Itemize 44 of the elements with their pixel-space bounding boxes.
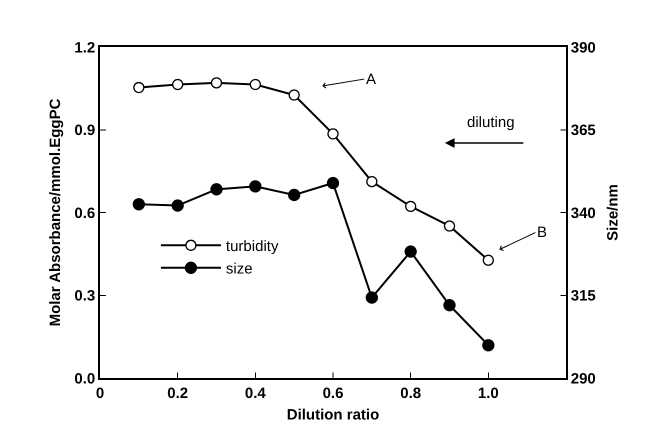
y-tick-label: 0.9 [74, 122, 96, 139]
legend-label: turbidity [226, 238, 279, 256]
x-axis-title: Dilution ratio [286, 406, 380, 424]
y-tick-label: 1.2 [74, 39, 96, 56]
point [366, 176, 378, 188]
y2-tick-label: 365 [570, 122, 596, 139]
x-tick-label: 0.4 [244, 384, 266, 402]
y-tick-label: 0.0 [74, 370, 96, 388]
legend-label: size [226, 260, 253, 278]
point [404, 245, 417, 258]
y2-axis-title: Size/nm [604, 184, 622, 241]
y2-tick-label: 315 [570, 288, 596, 304]
x-tick-label: 1.0 [478, 384, 499, 402]
point [482, 339, 494, 352]
y2-tick-label: 390 [570, 39, 596, 56]
point [327, 128, 339, 140]
annotation: B [537, 224, 548, 241]
point [133, 82, 144, 94]
point [210, 77, 222, 89]
x-tick-label: 0 [96, 384, 104, 402]
point [288, 188, 300, 202]
y2-tick-label: 290 [570, 370, 596, 388]
y2-tick-label: 340 [570, 204, 596, 222]
point [405, 200, 416, 212]
annotation: A [366, 71, 376, 88]
point [444, 220, 456, 232]
x-tick-label: 0.8 [400, 384, 422, 402]
point [249, 180, 262, 192]
annotation: diluting [467, 114, 515, 131]
point [132, 198, 145, 210]
point [172, 199, 184, 212]
point [172, 78, 184, 90]
y-axis-title: Molar Absorbance/mmol.EggPC [47, 98, 64, 326]
point [250, 78, 261, 90]
point [326, 176, 340, 190]
x-tick-label: 0.6 [322, 384, 344, 402]
point [366, 291, 378, 304]
point [443, 299, 456, 312]
point [210, 183, 223, 196]
point [482, 254, 494, 266]
y-tick-label: 0.3 [74, 288, 96, 304]
x-tick-label: 0.2 [167, 384, 188, 402]
y-tick-label: 0.6 [74, 204, 96, 222]
point [288, 89, 300, 101]
